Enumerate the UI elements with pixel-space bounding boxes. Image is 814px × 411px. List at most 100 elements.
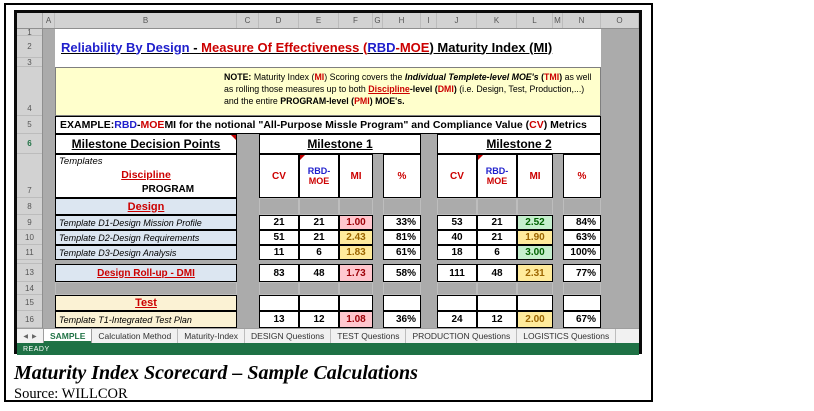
- spacer-cell[interactable]: [421, 295, 437, 311]
- row-header-4[interactable]: 4: [17, 67, 42, 116]
- cell[interactable]: [339, 295, 373, 311]
- cell[interactable]: [43, 245, 55, 260]
- cell[interactable]: [601, 67, 639, 116]
- worksheet-title-cell[interactable]: Reliability By Design - Measure Of Effec…: [55, 36, 601, 58]
- cell[interactable]: [55, 282, 237, 295]
- spacer-cell[interactable]: [237, 311, 259, 328]
- m1-moe-cell[interactable]: 12: [299, 311, 339, 328]
- m1-pct-cell[interactable]: 36%: [383, 311, 421, 328]
- spacer-cell[interactable]: [373, 282, 383, 295]
- cell[interactable]: [517, 295, 553, 311]
- row-header-9[interactable]: 9: [17, 215, 42, 230]
- m2-cv-cell[interactable]: 53: [437, 215, 477, 230]
- column-header-N[interactable]: N: [563, 13, 601, 28]
- cell[interactable]: [601, 282, 639, 295]
- m1-cv-cell[interactable]: 51: [259, 230, 299, 245]
- cell[interactable]: [43, 215, 55, 230]
- m2-moe-cell[interactable]: 12: [477, 311, 517, 328]
- column-header-O[interactable]: O: [601, 13, 639, 28]
- template-label-cell[interactable]: Template D3-Design Analysis: [55, 245, 237, 260]
- spacer-cell[interactable]: [237, 282, 259, 295]
- cell[interactable]: [601, 245, 639, 260]
- spacer-cell[interactable]: [553, 230, 563, 245]
- m2-pct-header[interactable]: %: [563, 154, 601, 198]
- m2-pct-cell[interactable]: 84%: [563, 215, 601, 230]
- column-header-D[interactable]: D: [259, 13, 299, 28]
- m2-cv-cell[interactable]: 18: [437, 245, 477, 260]
- cell[interactable]: [517, 282, 553, 295]
- m2-cv-cell[interactable]: 40: [437, 230, 477, 245]
- column-header-K[interactable]: K: [477, 13, 517, 28]
- cell[interactable]: [43, 29, 55, 36]
- spacer-cell[interactable]: [553, 154, 563, 198]
- spacer-cell[interactable]: [373, 215, 383, 230]
- cell[interactable]: [43, 295, 55, 311]
- cell[interactable]: [477, 198, 517, 215]
- spacer-cell[interactable]: [421, 264, 437, 282]
- tab-test-questions[interactable]: TEST Questions: [331, 329, 407, 343]
- cell[interactable]: [601, 134, 639, 154]
- tab-scroll-right-icon[interactable]: ▶: [32, 333, 37, 340]
- cell[interactable]: [477, 282, 517, 295]
- cell[interactable]: [601, 198, 639, 215]
- m2-cv-cell[interactable]: 111: [437, 264, 477, 282]
- cell[interactable]: [339, 198, 373, 215]
- column-header-H[interactable]: H: [383, 13, 421, 28]
- m1-pct-cell[interactable]: 61%: [383, 245, 421, 260]
- cell[interactable]: [601, 295, 639, 311]
- m1-rbd-moe-header[interactable]: RBD- MOE: [299, 154, 339, 198]
- spacer-cell[interactable]: [553, 282, 563, 295]
- cell[interactable]: [259, 282, 299, 295]
- cell[interactable]: [563, 282, 601, 295]
- milestone-1-header[interactable]: Milestone 1: [259, 134, 421, 154]
- cell[interactable]: [601, 116, 639, 134]
- m2-rbd-moe-header[interactable]: RBD- MOE: [477, 154, 517, 198]
- cell[interactable]: [299, 198, 339, 215]
- spacer-cell[interactable]: [237, 245, 259, 260]
- cell[interactable]: [601, 264, 639, 282]
- cell[interactable]: [563, 198, 601, 215]
- column-header-C[interactable]: C: [237, 13, 259, 28]
- row-header-8[interactable]: 8: [17, 198, 42, 215]
- row-header-15[interactable]: 15: [17, 295, 42, 311]
- column-header-J[interactable]: J: [437, 13, 477, 28]
- spacer-cell[interactable]: [421, 245, 437, 260]
- m1-cv-header[interactable]: CV: [259, 154, 299, 198]
- row-header-16[interactable]: 16: [17, 311, 42, 328]
- tab-production-questions[interactable]: PRODUCTION Questions: [406, 329, 518, 343]
- column-header-E[interactable]: E: [299, 13, 339, 28]
- cell[interactable]: [299, 295, 339, 311]
- row-header-2[interactable]: 2: [17, 36, 42, 58]
- cell[interactable]: [383, 295, 421, 311]
- m1-pct-header[interactable]: %: [383, 154, 421, 198]
- m2-moe-cell[interactable]: 48: [477, 264, 517, 282]
- m1-moe-cell[interactable]: 48: [299, 264, 339, 282]
- cell[interactable]: [299, 282, 339, 295]
- tab-design-questions[interactable]: DESIGN Questions: [245, 329, 332, 343]
- spacer-cell[interactable]: [553, 245, 563, 260]
- row-header-11[interactable]: 11: [17, 245, 42, 260]
- cell[interactable]: [43, 154, 55, 198]
- m1-cv-cell[interactable]: 83: [259, 264, 299, 282]
- row-header-5[interactable]: 5: [17, 116, 42, 134]
- m2-pct-cell[interactable]: 77%: [563, 264, 601, 282]
- m1-cv-cell[interactable]: 11: [259, 245, 299, 260]
- spacer-cell[interactable]: [553, 295, 563, 311]
- row-header-hidden[interactable]: [17, 260, 42, 264]
- example-cell[interactable]: EXAMPLE: RBD - MOE MI for the notional "Al…: [55, 116, 601, 134]
- spacer-cell[interactable]: [373, 198, 383, 215]
- cell[interactable]: [517, 198, 553, 215]
- spacer-cell[interactable]: [237, 154, 259, 198]
- column-header-L[interactable]: L: [517, 13, 553, 28]
- tab-sample[interactable]: SAMPLE: [43, 329, 93, 343]
- m1-moe-cell[interactable]: 21: [299, 230, 339, 245]
- column-header-I[interactable]: I: [421, 13, 437, 28]
- cell[interactable]: [43, 230, 55, 245]
- template-label-cell[interactable]: Template D2-Design Requirements: [55, 230, 237, 245]
- template-label-cell[interactable]: Template T1-Integrated Test Plan: [55, 311, 237, 328]
- spacer-cell[interactable]: [237, 295, 259, 311]
- m1-mi-cell[interactable]: 1.00: [339, 215, 373, 230]
- design-rollup-label-cell[interactable]: Design Roll-up - DMI: [55, 264, 237, 282]
- spacer-cell[interactable]: [373, 264, 383, 282]
- column-header-G[interactable]: G: [373, 13, 383, 28]
